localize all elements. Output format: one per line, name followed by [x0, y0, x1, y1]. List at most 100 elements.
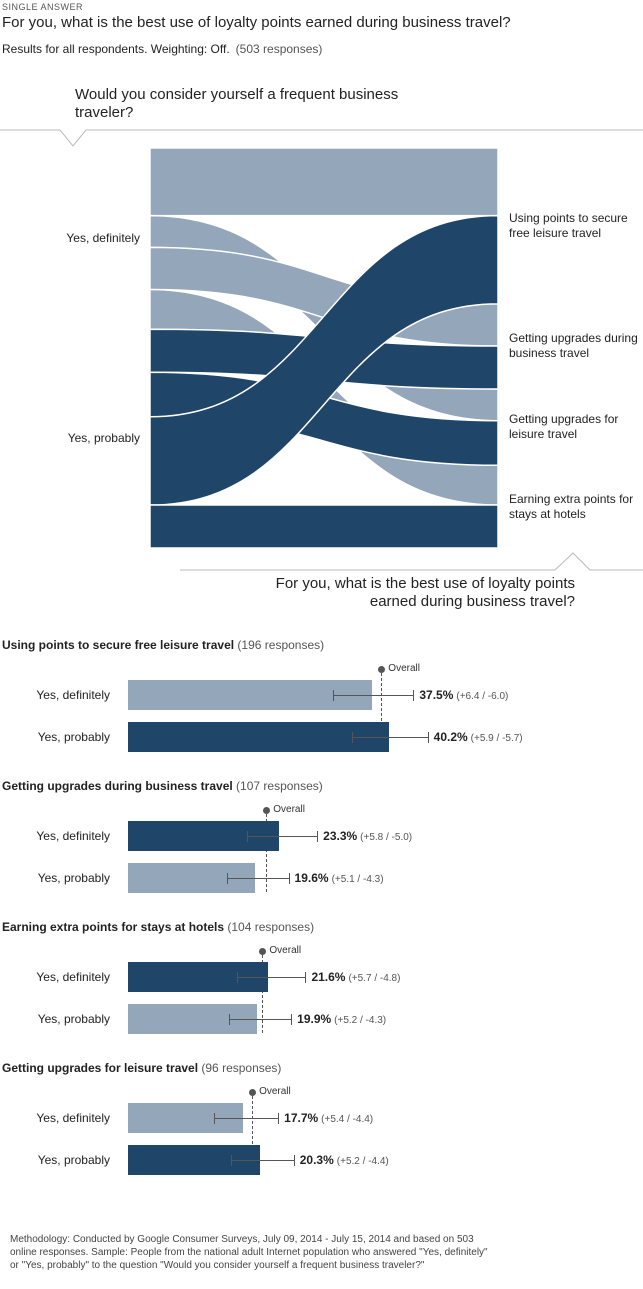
bar-confidence-interval: (+5.7 / -4.8): [348, 973, 401, 984]
sankey-flow-yes-definitely-to-using-points-to-secure-free-leisure-travel[interactable]: [149, 147, 499, 217]
error-bar: [227, 878, 289, 879]
overall-line: [252, 1096, 254, 1174]
section-title-getting-upgrades-for-leisure-travel: Getting upgrades for leisure travel (96 …: [2, 1061, 281, 1075]
error-bar: [214, 1118, 279, 1119]
sankey-source-label-yes-probably: Yes, probably: [67, 430, 140, 445]
overall-marker-dot: [258, 948, 266, 955]
error-bar-high-cap: [278, 1113, 280, 1124]
error-bar-low-cap: [227, 873, 229, 884]
section-title-earning-extra-points-for-stays-at-hotels: Earning extra points for stays at hotels…: [2, 920, 314, 934]
overall-line: [381, 673, 383, 751]
sankey-source-label-yes-definitely: Yes, definitely: [66, 230, 140, 245]
error-bar-low-cap: [246, 831, 248, 842]
error-bar: [352, 737, 428, 738]
bar-value-percent: 19.9%: [297, 1012, 332, 1026]
bar-label-yes-definitely: Yes, definitely: [36, 688, 110, 702]
overall-label: Overall: [259, 1086, 291, 1097]
bar-using-points-to-secure-free-leisure-travel-yes-probably[interactable]: [128, 722, 390, 752]
question-type-label: SINGLE ANSWER: [2, 2, 84, 12]
bar-confidence-interval: (+5.2 / -4.3): [334, 1015, 387, 1026]
response-count: (503 responses): [235, 42, 323, 56]
error-bar-high-cap: [291, 1014, 293, 1025]
section-title-getting-upgrades-during-business-travel: Getting upgrades during business travel …: [2, 779, 323, 793]
bar-value-label: 19.9% (+5.2 / -4.3): [297, 1012, 386, 1026]
bar-confidence-interval: (+5.2 / -4.4): [336, 1156, 389, 1167]
bar-value-percent: 37.5%: [419, 688, 454, 702]
bar-label-yes-definitely: Yes, definitely: [36, 829, 110, 843]
section-title-text: Getting upgrades for leisure travel: [2, 1061, 202, 1075]
methodology-note: Methodology: Conducted by Google Consume…: [10, 1234, 488, 1271]
error-bar-low-cap: [214, 1113, 216, 1124]
error-bar: [229, 1019, 292, 1020]
bar-confidence-interval: (+5.8 / -5.0): [360, 832, 413, 843]
section-title-text: Earning extra points for stays at hotels: [2, 920, 228, 934]
bar-label-yes-probably: Yes, probably: [37, 871, 110, 885]
section-response-count: (107 responses): [236, 779, 323, 793]
bar-label-yes-probably: Yes, probably: [37, 1153, 110, 1167]
error-bar-low-cap: [237, 972, 239, 983]
bar-label-yes-probably: Yes, probably: [37, 730, 110, 744]
error-bar: [231, 1160, 294, 1161]
bar-value-label: 23.3% (+5.8 / -5.0): [323, 829, 412, 843]
bar-confidence-interval: (+5.4 / -4.4): [321, 1114, 374, 1125]
error-bar-low-cap: [231, 1155, 233, 1166]
error-bar-high-cap: [293, 1155, 295, 1166]
bar-value-label: 19.6% (+5.1 / -4.3): [295, 871, 384, 885]
error-bar-low-cap: [352, 732, 354, 743]
bar-value-percent: 40.2%: [433, 730, 468, 744]
error-bar-high-cap: [317, 831, 319, 842]
error-bar-high-cap: [288, 873, 290, 884]
source-callout-line: [0, 129, 643, 147]
sankey-target-label-getting-upgrades-for-leisure-travel: Getting upgrades for leisure travel: [509, 412, 619, 442]
overall-label: Overall: [269, 945, 302, 956]
overall-label: Overall: [388, 663, 420, 674]
bar-confidence-interval: (+5.9 / -5.7): [470, 733, 523, 744]
overall-marker-dot: [248, 1089, 256, 1096]
bar-label-yes-probably: Yes, probably: [37, 1012, 110, 1026]
error-bar-high-cap: [305, 972, 307, 983]
bar-using-points-to-secure-free-leisure-travel-yes-definitely[interactable]: [128, 680, 372, 710]
sankey-target-label-earning-extra-points-for-stays-at-hotels: Earning extra points for stays at hotels: [509, 491, 634, 521]
overall-line: [262, 955, 264, 1033]
bar-value-percent: 21.6%: [311, 970, 346, 984]
overall-marker-dot: [377, 666, 385, 673]
bar-value-label: 21.6% (+5.7 / -4.8): [311, 970, 400, 984]
bar-value-label: 20.3% (+5.2 / -4.4): [300, 1153, 389, 1167]
sankey-flow-yes-probably-to-using-points-to-secure-free-leisure-travel[interactable]: [149, 214, 499, 506]
section-response-count: (196 responses): [237, 638, 325, 652]
error-bar-low-cap: [229, 1014, 231, 1025]
section-title-text: Getting upgrades during business travel: [2, 779, 237, 793]
sankey-flows: [149, 147, 499, 549]
section-title-using-points-to-secure-free-leisure-travel: Using points to secure free leisure trav…: [2, 638, 324, 652]
bar-value-label: 37.5% (+6.4 / -6.0): [419, 688, 508, 702]
question-callouts: [0, 129, 643, 571]
bar-value-percent: 19.6%: [294, 871, 329, 885]
section-response-count: (96 responses): [201, 1061, 282, 1075]
section-title-text: Using points to secure free leisure trav…: [2, 638, 238, 652]
bar-value-label: 40.2% (+5.9 / -5.7): [434, 730, 523, 744]
results-summary: Results for all respondents. Weighting: …: [2, 42, 322, 56]
weighting-text: Results for all respondents. Weighting: …: [2, 42, 230, 56]
sankey-source-question: Would you consider yourself a frequent b…: [75, 86, 399, 121]
bar-value-percent: 17.7%: [284, 1111, 319, 1125]
overall-marker-dot: [262, 807, 270, 814]
error-bar: [246, 836, 318, 837]
sankey-target-label-using-points-to-secure-free-leisure-travel: Using points to secure free leisure trav…: [509, 210, 628, 240]
sankey-flow-yes-probably-to-earning-extra-points-for-stays-at-hotels[interactable]: [149, 504, 499, 549]
bar-value-percent: 20.3%: [299, 1153, 334, 1167]
error-bar: [332, 695, 414, 696]
bar-confidence-interval: (+5.1 / -4.3): [331, 874, 384, 885]
error-bar: [237, 977, 306, 978]
error-bar-high-cap: [427, 732, 429, 743]
bar-label-yes-definitely: Yes, definitely: [36, 1111, 110, 1125]
error-bar-low-cap: [332, 690, 334, 701]
sankey-target-question: For you, what is the best use of loyalty…: [275, 575, 575, 610]
bar-confidence-interval: (+6.4 / -6.0): [456, 691, 509, 702]
section-response-count: (104 responses): [227, 920, 315, 934]
bar-value-percent: 23.3%: [323, 829, 358, 843]
sankey-target-label-getting-upgrades-during-business-travel: Getting upgrades during business travel: [509, 331, 638, 361]
bar-label-yes-definitely: Yes, definitely: [36, 970, 110, 984]
overall-line: [266, 814, 268, 892]
bar-value-label: 17.7% (+5.4 / -4.4): [284, 1111, 373, 1125]
